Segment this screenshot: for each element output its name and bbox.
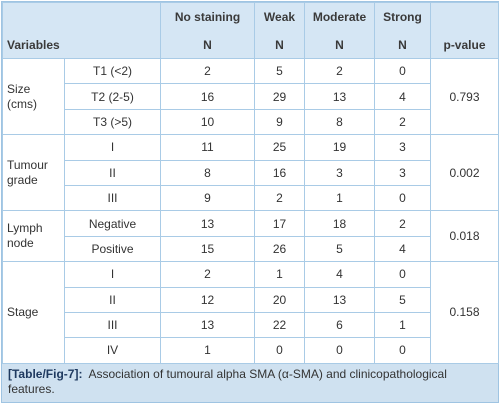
count-cell: 22 <box>254 311 305 339</box>
caption-text: Association of tumoural alpha SMA (α-SMA… <box>8 367 447 396</box>
count-cell: 2 <box>374 108 431 136</box>
p-value-header: p-value <box>430 31 499 59</box>
count-cell: 12 <box>160 286 255 313</box>
column-header: No staining <box>160 2 255 31</box>
count-cell: 9 <box>160 184 255 212</box>
count-cell: 16 <box>254 159 305 186</box>
count-cell: 9 <box>254 108 305 136</box>
count-cell: 11 <box>160 134 255 161</box>
sub-label: IV <box>64 337 161 364</box>
count-cell: 8 <box>304 108 375 136</box>
count-cell: 3 <box>374 134 431 161</box>
count-cell: 2 <box>374 210 431 237</box>
p-value-cell: 0.002 <box>430 134 499 212</box>
sub-label: I <box>64 261 161 288</box>
count-cell: 29 <box>254 83 305 110</box>
sub-label: T3 (>5) <box>64 108 161 136</box>
count-cell: 4 <box>374 235 431 263</box>
count-cell: 19 <box>304 134 375 161</box>
column-header: Weak <box>254 2 305 31</box>
count-cell: 0 <box>374 261 431 288</box>
count-cell: 16 <box>160 83 255 110</box>
variables-header: Variables <box>2 31 161 59</box>
count-cell: 3 <box>374 159 431 186</box>
count-cell: 2 <box>254 184 305 212</box>
caption: [Table/Fig-7]: Association of tumoural a… <box>2 364 498 402</box>
count-cell: 0 <box>374 337 431 364</box>
table-row: Size (cms) T1 (<2) 2 5 2 0 0.793 <box>2 57 499 136</box>
count-cell: 1 <box>254 261 305 288</box>
count-cell: 26 <box>254 235 305 263</box>
count-cell: 1 <box>304 184 375 212</box>
count-cell: 5 <box>254 57 305 85</box>
table-row: II 12 20 13 5 <box>3 286 499 313</box>
count-cell: 13 <box>304 286 375 313</box>
count-cell: 2 <box>160 261 255 288</box>
sub-label: T2 (2-5) <box>64 83 161 110</box>
table-row: IV 1 0 0 0 <box>3 337 499 364</box>
table-row: T2 (2-5) 16 29 13 4 <box>3 83 499 110</box>
unit-header: N <box>304 31 375 59</box>
column-header: Moderate <box>304 2 375 31</box>
sub-label: III <box>64 311 161 339</box>
count-cell: 5 <box>304 235 375 263</box>
header-blank <box>2 2 161 31</box>
unit-header: N <box>160 31 255 59</box>
count-cell: 18 <box>304 210 375 237</box>
table-row: T3 (>5) 10 9 8 2 <box>3 108 499 136</box>
group-label: Stage <box>2 261 65 364</box>
count-cell: 15 <box>160 235 255 263</box>
sub-label: T1 (<2) <box>64 57 161 85</box>
sub-label: II <box>64 159 161 186</box>
count-cell: 17 <box>254 210 305 237</box>
table-row: III 13 22 6 1 <box>3 311 499 339</box>
count-cell: 25 <box>254 134 305 161</box>
count-cell: 6 <box>304 311 375 339</box>
header-blank <box>430 2 499 31</box>
count-cell: 20 <box>254 286 305 313</box>
count-cell: 1 <box>160 337 255 364</box>
count-cell: 13 <box>160 311 255 339</box>
group-label: Size (cms) <box>2 57 65 136</box>
table-row: Positive 15 26 5 4 <box>3 235 499 263</box>
count-cell: 4 <box>374 83 431 110</box>
sub-label: II <box>64 286 161 313</box>
count-cell: 0 <box>374 57 431 85</box>
count-cell: 13 <box>304 83 375 110</box>
count-cell: 0 <box>254 337 305 364</box>
p-value-cell: 0.018 <box>430 210 499 263</box>
sub-label: III <box>64 184 161 212</box>
data-table: No staining Weak Moderate Strong Variabl… <box>2 2 499 364</box>
count-cell: 10 <box>160 108 255 136</box>
count-cell: 5 <box>374 286 431 313</box>
group-label: Lymph node <box>2 210 65 263</box>
p-value-cell: 0.793 <box>430 57 499 136</box>
count-cell: 1 <box>374 311 431 339</box>
count-cell: 0 <box>374 184 431 212</box>
count-cell: 2 <box>160 57 255 85</box>
group-label: Tumour grade <box>2 134 65 212</box>
column-header: Strong <box>374 2 431 31</box>
table-row: II 8 16 3 3 <box>3 159 499 186</box>
unit-header: N <box>254 31 305 59</box>
unit-header: N <box>374 31 431 59</box>
count-cell: 3 <box>304 159 375 186</box>
sub-label: Positive <box>64 235 161 263</box>
table-row: Lymph node Negative 13 17 18 2 0.018 <box>2 210 499 263</box>
count-cell: 13 <box>160 210 255 237</box>
p-value-cell: 0.158 <box>430 261 499 364</box>
sub-label: I <box>64 134 161 161</box>
caption-tag: [Table/Fig-7]: <box>8 367 83 381</box>
count-cell: 0 <box>304 337 375 364</box>
count-cell: 4 <box>304 261 375 288</box>
count-cell: 8 <box>160 159 255 186</box>
table-row: III 9 2 1 0 <box>3 184 499 212</box>
table-row: Stage I 2 1 4 0 0.158 <box>2 261 499 364</box>
sub-label: Negative <box>64 210 161 237</box>
count-cell: 2 <box>304 57 375 85</box>
table-row: Tumour grade I 11 25 19 3 0.002 <box>2 134 499 212</box>
